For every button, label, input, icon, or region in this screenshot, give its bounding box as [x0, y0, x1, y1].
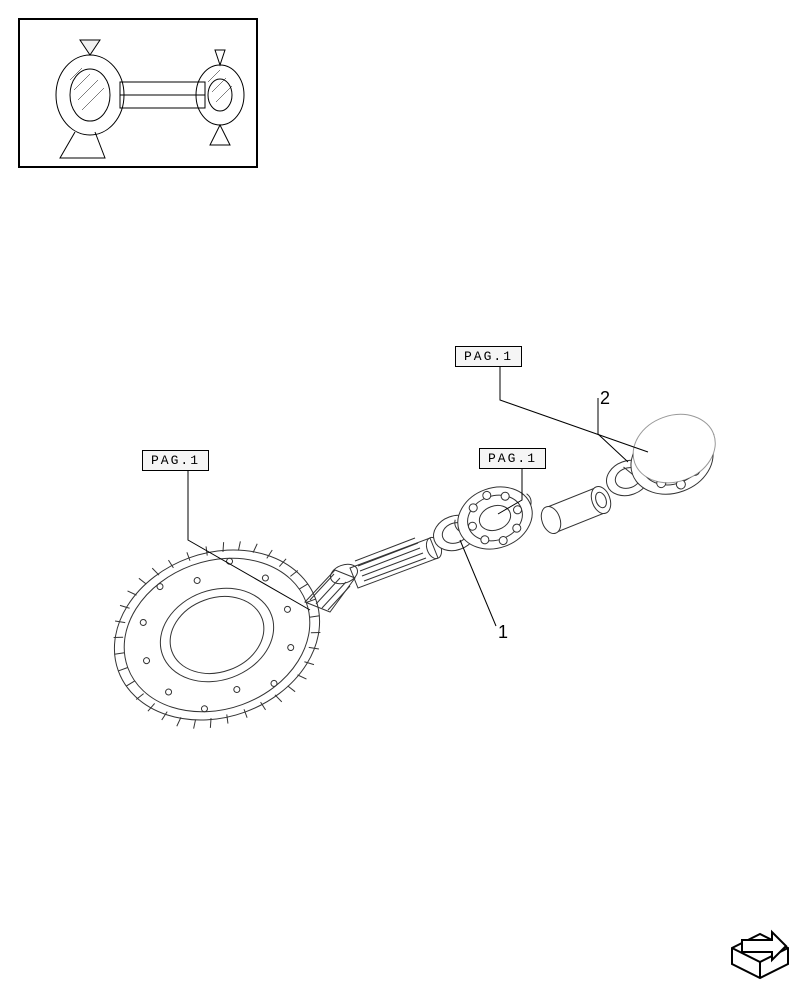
shim-2: [602, 455, 655, 502]
bearing-a: [447, 476, 543, 560]
ref-label-pag-right: PAG.1: [455, 346, 522, 367]
next-page-arrow-icon: [732, 932, 788, 978]
bearing-b: [612, 403, 728, 507]
shim-1: [429, 510, 482, 557]
pinion-shaft: [305, 535, 444, 612]
leader-lines: [188, 366, 648, 626]
callout-2: 2: [600, 388, 610, 409]
assembly-thumbnail-frame: [18, 18, 258, 168]
ref-label-pag-mid: PAG.1: [479, 448, 546, 469]
assembly-thumbnail-svg: [20, 20, 260, 170]
spacer-sleeve: [538, 484, 614, 536]
ref-label-pag-left: PAG.1: [142, 450, 209, 471]
diagram-canvas: PAG.1 PAG.1 PAG.1 1 2: [0, 0, 812, 1000]
callout-1: 1: [498, 622, 508, 643]
ring-gear: [88, 516, 346, 753]
